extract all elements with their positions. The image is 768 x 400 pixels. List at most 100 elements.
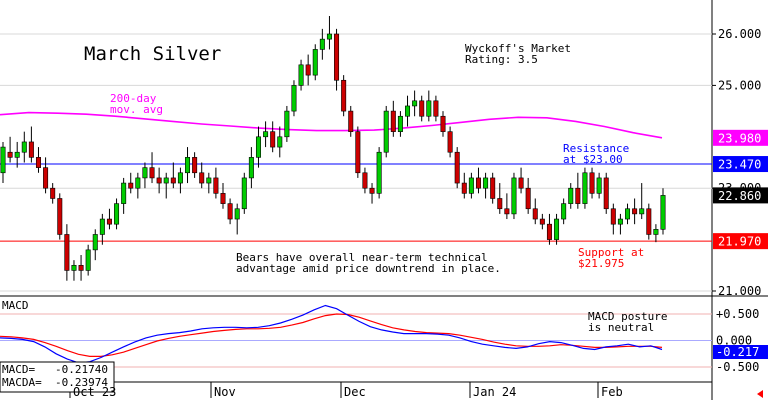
candle bbox=[525, 177, 531, 214]
candle bbox=[483, 172, 489, 199]
candle bbox=[596, 172, 602, 199]
price-badge: 23.980 bbox=[713, 129, 768, 146]
candle bbox=[348, 105, 354, 137]
candle bbox=[206, 172, 212, 194]
macd-gridlines bbox=[0, 313, 712, 368]
macd-tick-label: -0.500 bbox=[716, 360, 759, 374]
candle bbox=[376, 147, 382, 199]
macd-line bbox=[0, 304, 663, 364]
price-badge: 22.860 bbox=[713, 187, 768, 204]
price-badge: 21.970 bbox=[713, 233, 768, 250]
svg-text:-0.217: -0.217 bbox=[716, 345, 759, 359]
candle bbox=[369, 183, 375, 204]
candle bbox=[603, 172, 609, 214]
support-label-line2: $21.975 bbox=[578, 257, 624, 270]
candle bbox=[610, 203, 616, 235]
candle bbox=[78, 255, 84, 281]
candle bbox=[390, 100, 396, 137]
macd-tick-labels: +0.500 0.000 -0.500-0.217 bbox=[713, 307, 768, 374]
svg-text:23.980: 23.980 bbox=[718, 131, 761, 145]
candle bbox=[7, 136, 13, 163]
candle bbox=[213, 167, 219, 199]
candle bbox=[617, 213, 623, 235]
candle bbox=[71, 260, 77, 281]
candle bbox=[241, 172, 247, 214]
candle bbox=[28, 126, 34, 163]
candle bbox=[660, 188, 666, 235]
candle bbox=[334, 28, 340, 91]
candle bbox=[639, 183, 645, 220]
candle bbox=[632, 198, 638, 225]
macd-lines-layer bbox=[0, 304, 663, 364]
candle bbox=[461, 172, 467, 199]
candle bbox=[426, 90, 432, 122]
candle bbox=[14, 141, 20, 168]
candle bbox=[57, 193, 63, 240]
candle bbox=[405, 95, 411, 127]
candle bbox=[135, 172, 141, 199]
candle bbox=[85, 244, 91, 276]
ma-label-line2: mov. avg bbox=[110, 103, 163, 116]
candle bbox=[475, 167, 481, 194]
candle bbox=[177, 167, 183, 194]
candle bbox=[92, 229, 98, 261]
candle bbox=[50, 183, 56, 204]
candle bbox=[163, 172, 169, 199]
candle bbox=[21, 131, 27, 163]
scroll-arrow-icon[interactable] bbox=[757, 390, 763, 398]
resistance-label-line1: Resistance bbox=[563, 142, 629, 155]
date-label: Dec bbox=[344, 385, 366, 399]
candle bbox=[447, 126, 453, 158]
candle bbox=[234, 203, 240, 235]
candle bbox=[539, 213, 545, 230]
resistance-label-line2: at $23.00 bbox=[563, 153, 623, 166]
macd-tick-label: 0.000 bbox=[716, 334, 752, 348]
candle bbox=[305, 54, 311, 86]
candle bbox=[326, 16, 332, 50]
candle bbox=[504, 193, 510, 220]
candle bbox=[298, 59, 304, 91]
chart-title: March Silver bbox=[84, 43, 221, 65]
candle bbox=[248, 147, 254, 189]
commentary-line1: Bears have overall near-term technical bbox=[236, 251, 488, 264]
candles-layer bbox=[0, 16, 666, 281]
candle bbox=[277, 126, 283, 158]
price-tick-label: 21.000 bbox=[718, 284, 761, 298]
candle bbox=[568, 183, 574, 209]
candle bbox=[114, 198, 120, 230]
price-tick-label: 26.000 bbox=[718, 27, 761, 41]
macda-readout: MACDA= -0.23974 bbox=[2, 376, 108, 389]
candle bbox=[625, 203, 631, 225]
macd-label: MACD bbox=[2, 299, 29, 312]
candle bbox=[142, 162, 148, 189]
candle bbox=[561, 198, 567, 225]
candle bbox=[185, 147, 191, 184]
candle bbox=[291, 80, 297, 117]
macd-badge: -0.217 bbox=[713, 345, 768, 360]
candle bbox=[383, 105, 389, 158]
candle bbox=[546, 213, 552, 245]
ma200-line bbox=[0, 111, 663, 139]
candle bbox=[511, 172, 517, 220]
candle bbox=[156, 167, 162, 194]
candle bbox=[270, 121, 276, 153]
candle bbox=[454, 147, 460, 189]
candle bbox=[419, 95, 425, 122]
rating-label-line2: Rating: 3.5 bbox=[465, 53, 538, 66]
svg-text:23.470: 23.470 bbox=[718, 158, 761, 172]
candle bbox=[106, 208, 112, 230]
candle bbox=[43, 157, 49, 194]
date-label: Oct 23 bbox=[73, 385, 116, 399]
macd-readout: MACD= -0.21740 bbox=[2, 363, 108, 376]
candle bbox=[35, 147, 41, 173]
svg-text:22.860: 22.860 bbox=[718, 189, 761, 203]
candle bbox=[653, 224, 659, 243]
date-label: Jan 24 bbox=[473, 385, 516, 399]
candle bbox=[121, 177, 127, 214]
price-badges: 23.980 23.470 22.860 21.970 bbox=[713, 129, 768, 250]
candle bbox=[362, 167, 368, 194]
candle bbox=[412, 90, 418, 117]
commentary-line2: advantage amid price downtrend in place. bbox=[236, 262, 501, 275]
macd-signal-line bbox=[0, 313, 663, 357]
